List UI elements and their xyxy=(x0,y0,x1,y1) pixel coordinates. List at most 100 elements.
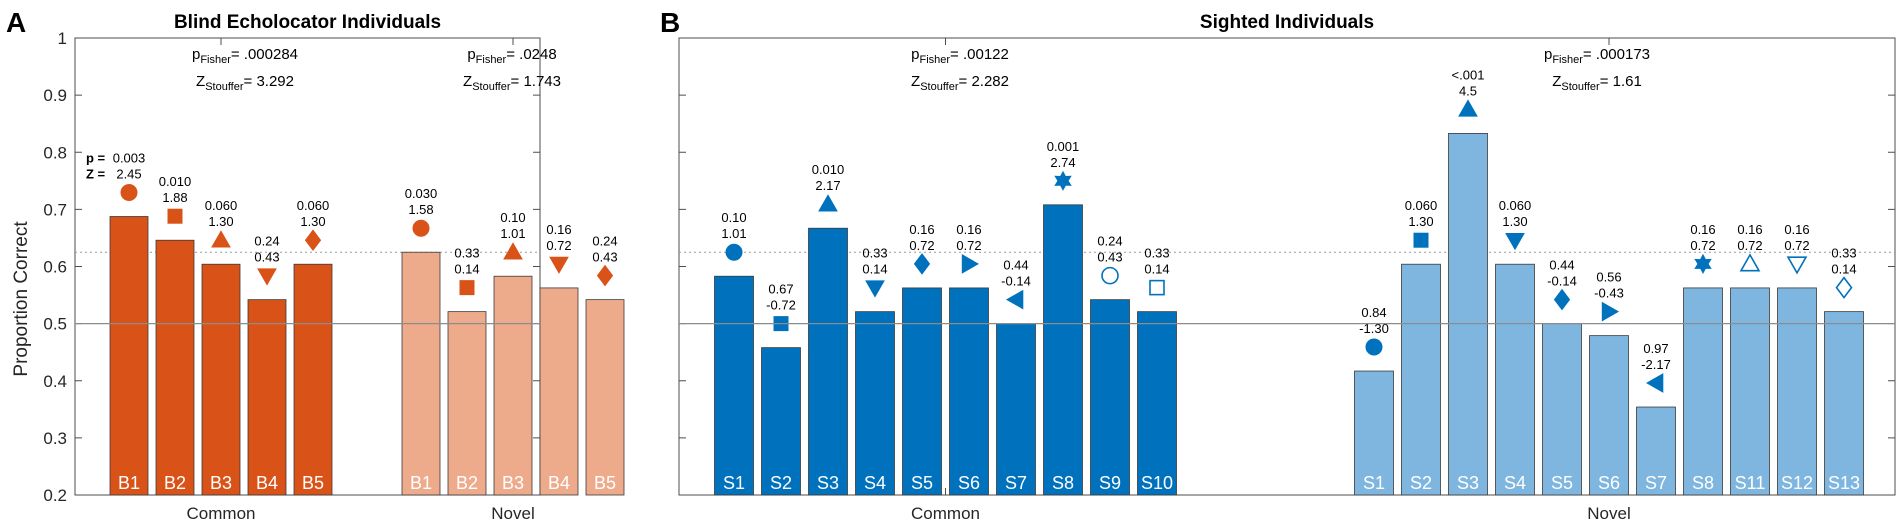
stat-p-fisher: pFisher= .000173 xyxy=(1544,46,1650,66)
p-value-label: 0.24 xyxy=(1097,234,1122,249)
marker-square-open-icon xyxy=(1149,279,1165,296)
bar-common-s8 xyxy=(1043,204,1083,496)
p-value-label: 0.16 xyxy=(956,222,981,237)
bar-novel-b2 xyxy=(447,311,487,496)
bar-novel-s7 xyxy=(1636,406,1676,496)
z-value-label: 0.72 xyxy=(1784,238,1809,253)
stat-p-fisher: pFisher= .000284 xyxy=(192,46,298,66)
marker-diamond-icon xyxy=(304,229,322,252)
bar-label: S2 xyxy=(1410,473,1432,493)
p-value-label: 0.67 xyxy=(768,282,793,297)
z-value-label: 1.01 xyxy=(721,226,746,241)
bar-label: B3 xyxy=(502,473,524,493)
bar-label: S8 xyxy=(1692,473,1714,493)
p-value-label: 0.010 xyxy=(812,162,845,177)
z-value-label: 0.72 xyxy=(1737,238,1762,253)
stat-z-stouffer: ZStouffer= 1.61 xyxy=(1552,73,1642,93)
marker-circle-open-icon xyxy=(1101,266,1119,285)
bar-novel-s6 xyxy=(1589,335,1629,496)
z-value-label: 0.14 xyxy=(454,262,479,277)
bar-novel-s2 xyxy=(1401,263,1441,496)
p-value-label: 0.010 xyxy=(159,174,192,189)
marker-triangle-right-icon xyxy=(961,254,980,274)
p-value-label: 0.10 xyxy=(500,210,525,225)
bar-common-s10 xyxy=(1137,311,1177,496)
marker-triangle-up-icon xyxy=(503,242,523,260)
marker-diamond-icon xyxy=(596,264,614,287)
p-value-label: 0.030 xyxy=(405,186,438,201)
z-value-label: 1.88 xyxy=(162,190,187,205)
z-value-label: 0.72 xyxy=(956,238,981,253)
z-value-label: 2.17 xyxy=(815,178,840,193)
bar-common-b4 xyxy=(247,299,287,496)
panel-letter-a: A xyxy=(6,7,26,38)
bar-common-b3 xyxy=(201,263,241,496)
bar-common-b1 xyxy=(109,216,149,496)
bar-common-s5 xyxy=(902,287,942,496)
bar-label: B3 xyxy=(210,473,232,493)
p-value-label: 0.33 xyxy=(1831,246,1856,261)
p-value-label: <.001 xyxy=(1452,67,1485,82)
bar-common-s9 xyxy=(1090,299,1130,496)
z-value-label: -0.72 xyxy=(766,298,796,313)
bar-common-b5 xyxy=(293,263,333,496)
p-value-label: 0.24 xyxy=(592,234,617,249)
bar-label: B5 xyxy=(594,473,616,493)
stat-z-stouffer: ZStouffer= 1.743 xyxy=(463,73,561,93)
y-tick-label: 0.3 xyxy=(43,429,67,448)
bar-label: B1 xyxy=(410,473,432,493)
p-value-label: 0.003 xyxy=(113,151,146,166)
z-value-label: -0.14 xyxy=(1001,274,1031,289)
marker-triangle-right-icon xyxy=(1601,301,1620,322)
marker-triangle-up-icon xyxy=(1458,99,1478,117)
bar-label: S5 xyxy=(911,473,933,493)
y-axis-label: Proportion Correct xyxy=(11,221,32,377)
panel-a-blind: Blind Echolocator Individuals 0.2 0.3 0.4 0.… xyxy=(43,12,625,523)
z-value-label: 1.58 xyxy=(408,202,433,217)
bar-novel-s12 xyxy=(1777,287,1817,496)
p-value-label: 0.56 xyxy=(1596,270,1621,285)
y-tick-label: 0.7 xyxy=(43,200,67,219)
z-value-label: 0.43 xyxy=(592,250,617,265)
p-value-label: 0.060 xyxy=(297,198,330,213)
stat-z-stouffer: ZStouffer= 2.282 xyxy=(911,73,1009,93)
z-value-label: -2.17 xyxy=(1641,357,1671,372)
marker-circle-icon xyxy=(725,243,743,261)
z-value-label: 0.72 xyxy=(909,238,934,253)
z-value-label: 0.72 xyxy=(1690,238,1715,253)
p-value-label: 0.001 xyxy=(1047,139,1080,154)
marker-diamond-icon xyxy=(1553,288,1571,311)
z-value-label: 4.5 xyxy=(1459,83,1477,98)
bar-novel-s4 xyxy=(1495,263,1535,496)
x-tick-label-common: Common xyxy=(911,504,980,523)
p-value-label: 0.060 xyxy=(1499,198,1532,213)
marker-triangle-left-icon xyxy=(1645,373,1664,393)
bar-common-s7 xyxy=(996,323,1036,496)
marker-triangle-up-icon xyxy=(818,194,838,212)
z-value-label: 1.30 xyxy=(208,214,233,229)
z-value-label: -0.14 xyxy=(1547,274,1577,289)
y-tick-label: 0.5 xyxy=(43,315,67,334)
z-value-label: 2.74 xyxy=(1050,155,1075,170)
bar-novel-s8 xyxy=(1683,287,1723,496)
bar-label: S7 xyxy=(1005,473,1027,493)
bar-label: B2 xyxy=(164,473,186,493)
bar-label: S4 xyxy=(864,473,886,493)
x-tick-label-common: Common xyxy=(187,504,256,523)
marker-square-icon xyxy=(1413,232,1429,248)
p-value-label: 0.10 xyxy=(721,210,746,225)
panel-letter-b: B xyxy=(660,7,680,38)
bar-label: S10 xyxy=(1141,473,1173,493)
p-value-label: 0.16 xyxy=(909,222,934,237)
p-value-label: 0.16 xyxy=(1737,222,1762,237)
bar-novel-b5 xyxy=(585,299,625,496)
bar-common-s2 xyxy=(761,347,801,496)
z-value-label: 1.30 xyxy=(1502,214,1527,229)
marker-triangle-down-icon xyxy=(865,280,885,298)
bar-label: S6 xyxy=(1598,473,1620,493)
p-value-label: 0.16 xyxy=(1690,222,1715,237)
bar-label: S12 xyxy=(1781,473,1813,493)
stat-p-fisher: pFisher= .00122 xyxy=(911,46,1009,66)
z-value-label: -0.43 xyxy=(1594,286,1624,301)
